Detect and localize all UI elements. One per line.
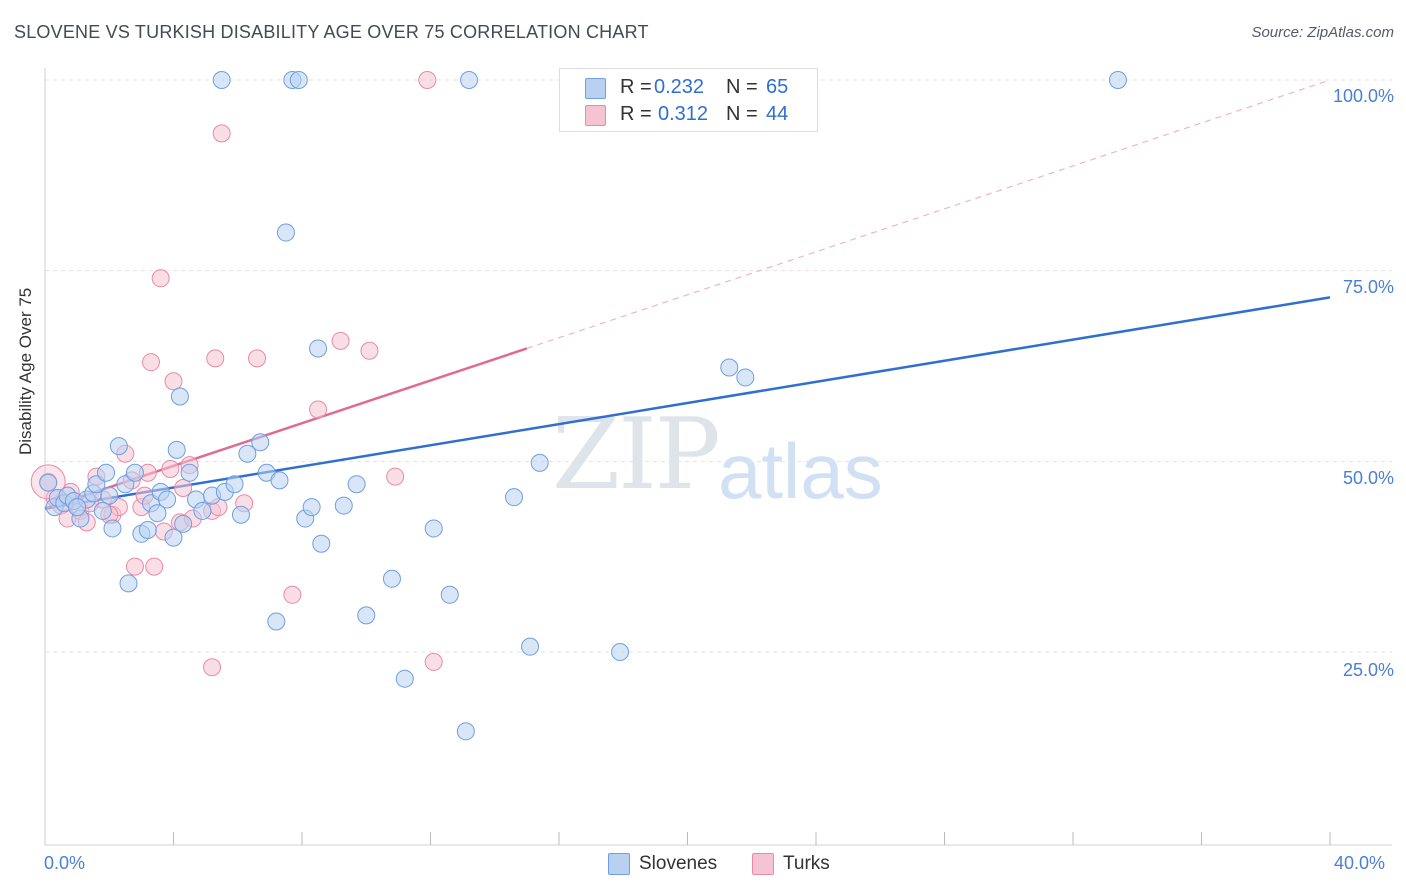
slovenes-point <box>456 722 475 741</box>
y-tick-50: 50.0% <box>1342 468 1394 488</box>
turks-point <box>206 349 225 368</box>
slovenes-point <box>347 475 366 494</box>
axes <box>44 68 1392 846</box>
legend-r-label: R = <box>620 76 652 98</box>
legend-n-label: N = <box>726 76 758 98</box>
turks-point <box>174 479 193 498</box>
y-tick-75: 75.0% <box>1342 277 1394 297</box>
slovenes-point <box>174 514 193 533</box>
y-tick-25: 25.0% <box>1342 660 1394 680</box>
legend-r-value: 0.232 <box>654 76 705 98</box>
slovenes-point <box>164 528 183 547</box>
slovenes-point <box>119 574 138 593</box>
slovenes-point <box>238 444 257 463</box>
turks-point <box>145 557 164 576</box>
slovenes-point <box>302 498 321 517</box>
turks-point <box>125 557 144 576</box>
slovenes-point <box>505 488 524 507</box>
slovenes-legend-swatch <box>608 853 630 875</box>
turks-point <box>212 124 231 143</box>
slovenes-point <box>68 498 87 517</box>
slovenes-point <box>270 471 289 490</box>
slovenes-swatch <box>585 78 606 99</box>
slovenes-point <box>334 496 353 515</box>
slovenes-point <box>167 440 186 459</box>
turks-point <box>386 467 405 486</box>
legend-r-label: R = <box>620 103 652 125</box>
slovenes-point <box>93 501 112 520</box>
turks-point <box>151 269 170 288</box>
legend: R = 0.232 N = 65 R = 0.312 N = 44 <box>559 68 818 132</box>
slovenes-point <box>138 520 157 539</box>
slovenes-point <box>212 71 231 89</box>
slovenes-point <box>357 606 376 625</box>
turks-point <box>331 331 350 350</box>
slovenes-point <box>267 612 286 631</box>
slovenes-point <box>148 504 167 523</box>
slovenes-point <box>193 501 212 520</box>
slovenes-point <box>276 223 295 242</box>
watermark-zip: ZIP <box>552 398 721 512</box>
turks-point <box>424 652 443 671</box>
slovenes-point <box>395 669 414 688</box>
x-tick-max: 40.0% <box>1334 853 1386 873</box>
turks-swatch <box>585 105 606 126</box>
legend-r-value: 0.312 <box>658 103 709 125</box>
slovenes-point <box>100 486 119 505</box>
slovenes-point <box>382 569 401 588</box>
slovenes-point <box>312 534 331 553</box>
turks-trend-extension <box>526 79 1331 350</box>
legend-n-value: 44 <box>766 103 789 125</box>
slovenes-point <box>125 463 144 482</box>
trend-lines <box>44 79 1331 510</box>
turks-point <box>418 71 437 89</box>
slovenes-point <box>231 505 250 524</box>
slovenes-point <box>180 463 199 482</box>
slovenes-point <box>611 643 630 661</box>
gridlines <box>45 79 1392 653</box>
slovenes-point <box>103 519 122 538</box>
slovenes-point <box>309 339 328 358</box>
turks-legend-swatch <box>752 853 774 875</box>
turks-point <box>360 341 379 360</box>
turks-point <box>248 349 267 368</box>
source-label: Source: ZipAtlas.com <box>1251 24 1394 41</box>
slovenes-point <box>440 585 459 604</box>
turks-point <box>283 585 302 604</box>
slovenes-point <box>720 358 739 377</box>
slovenes-point <box>521 637 540 656</box>
slovenes-point <box>530 453 549 472</box>
slovenes-point <box>460 71 479 89</box>
slovenes-point <box>225 475 244 494</box>
slovenes-point <box>97 463 116 482</box>
slovenes-point <box>251 433 270 452</box>
y-tick-100: 100.0% <box>1332 86 1394 106</box>
y-axis-label: Disability Age Over 75 <box>16 287 35 455</box>
legend-n-label: N = <box>726 103 758 125</box>
slovenes-point <box>424 519 443 538</box>
slovenes-point <box>39 473 58 492</box>
turks-point <box>309 400 328 419</box>
slovenes-point <box>736 368 755 387</box>
slovenes-point <box>170 387 189 406</box>
turks-points <box>30 71 443 677</box>
turks-point <box>203 658 222 677</box>
turks-point <box>164 372 183 391</box>
slovenes-point <box>1108 71 1127 89</box>
x-tick-min: 0.0% <box>44 853 86 873</box>
turks-legend-label: Turks <box>783 853 830 874</box>
legend-n-value: 65 <box>766 76 789 98</box>
slovenes-points <box>39 71 1127 741</box>
slovenes-point <box>289 71 308 89</box>
turks-point <box>161 459 180 478</box>
slovenes-legend-label: Slovenes <box>639 853 718 874</box>
slovenes-point <box>109 437 128 456</box>
turks-point <box>142 353 161 372</box>
chart-title: SLOVENE VS TURKISH DISABILITY AGE OVER 7… <box>14 22 649 42</box>
watermark-atlas: atlas <box>718 427 883 515</box>
slovenes-point <box>158 490 177 509</box>
